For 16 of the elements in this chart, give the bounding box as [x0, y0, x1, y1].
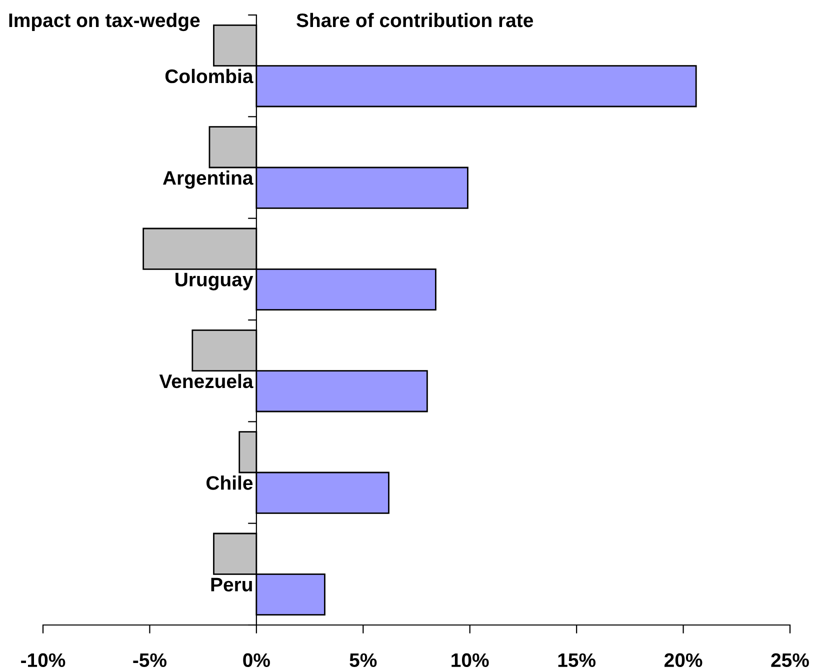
x-tick-label: 20%	[664, 653, 702, 668]
series-label: Share of contribution rate	[296, 12, 534, 28]
y-tick-label: Uruguay	[176, 272, 254, 290]
x-tick-label: -5%	[133, 653, 166, 668]
x-tick-label: 5%	[350, 653, 377, 668]
y-tick-label: Colombia	[165, 68, 254, 84]
y-tick-label: Peru	[211, 578, 252, 592]
y-tick-label: Argentina	[162, 170, 254, 189]
series-label: Impact on tax-wedge	[9, 12, 200, 32]
y-tick-label: Venezuela	[159, 374, 254, 388]
x-tick-label: 0%	[243, 653, 270, 668]
x-tick-label: -10%	[21, 653, 66, 668]
x-tick-label: 15%	[558, 653, 596, 668]
x-tick-label: 25%	[771, 653, 809, 668]
x-tick-label: 10%	[452, 653, 489, 668]
y-tick-label: Chile	[206, 476, 253, 490]
